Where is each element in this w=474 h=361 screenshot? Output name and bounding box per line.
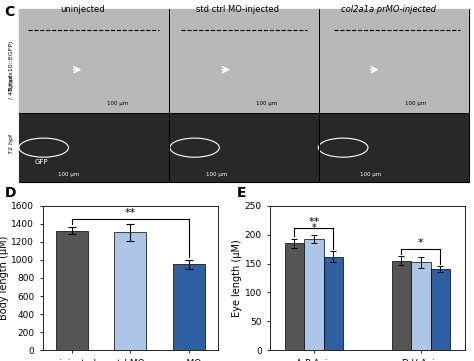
Text: p: p [364, 193, 371, 203]
Y-axis label: Body length (μM): Body length (μM) [0, 236, 9, 320]
Bar [285, 243, 304, 350]
Bar [411, 262, 430, 350]
Bar [173, 264, 205, 350]
Text: **: ** [308, 217, 319, 227]
Text: 100 μm: 100 μm [360, 172, 381, 177]
Bar [56, 231, 88, 350]
Text: 100 μm: 100 μm [207, 172, 228, 177]
Text: std ctrl MO-injected: std ctrl MO-injected [195, 5, 279, 14]
Bar [304, 239, 324, 350]
Bar [19, 113, 469, 182]
Text: 100 μm: 100 μm [108, 101, 128, 106]
Bar [114, 232, 146, 350]
Bar [19, 9, 469, 113]
Text: 100 μm: 100 μm [405, 101, 426, 106]
Text: 72 hpf: 72 hpf [9, 134, 14, 155]
Text: uninjected: uninjected [61, 5, 105, 14]
Y-axis label: Eye length (μM): Eye length (μM) [232, 239, 242, 317]
Text: **: ** [125, 208, 136, 218]
Bar [430, 269, 450, 350]
Text: *: * [418, 238, 424, 248]
Bar [392, 261, 411, 350]
Text: a: a [297, 193, 304, 203]
Text: Tg(sox10::EGFP): Tg(sox10::EGFP) [9, 39, 14, 91]
Text: GFP: GFP [35, 158, 48, 165]
Text: 100 μm: 100 μm [58, 172, 79, 177]
Text: d: d [331, 185, 337, 195]
Bar [324, 257, 343, 350]
Text: col2a1a prMO-injected: col2a1a prMO-injected [341, 5, 436, 14]
Text: D: D [5, 186, 16, 200]
Text: *: * [311, 223, 316, 234]
Text: / 48 hpf: / 48 hpf [9, 75, 14, 99]
Text: 100 μm: 100 μm [256, 101, 277, 106]
Text: v: v [331, 200, 337, 210]
Text: C: C [5, 5, 15, 19]
Text: E: E [237, 186, 246, 200]
